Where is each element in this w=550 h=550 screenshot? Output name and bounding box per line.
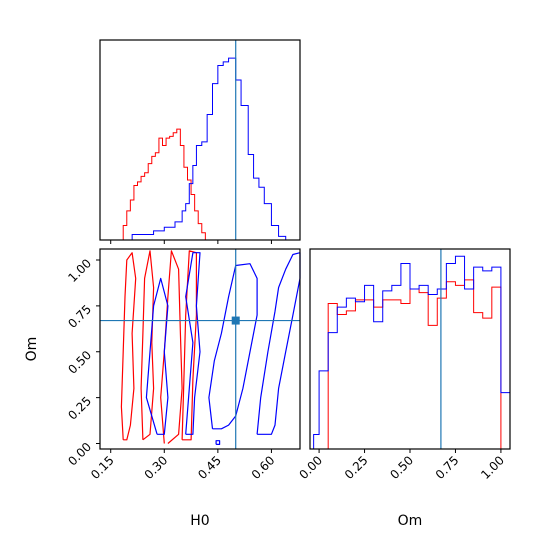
truth-point-marker bbox=[231, 316, 240, 325]
y-axis-label-om: Om bbox=[24, 337, 40, 362]
om-histogram-step-1 bbox=[313, 255, 511, 449]
contour-0-1 bbox=[140, 250, 155, 441]
contour-1-3 bbox=[256, 252, 301, 435]
h0-histogram-series bbox=[122, 57, 293, 241]
h0-x-ticks: 0.15 0.30 0.45 0.60 bbox=[88, 449, 278, 482]
om-x-tick-label: 0.50 bbox=[387, 453, 416, 482]
om-h0-contour-panel: 0.15 0.30 0.45 0.60 0.00 0.25 0.50 0.75 1.00 H0… bbox=[24, 248, 301, 529]
h0-x-tick-label: 0.60 bbox=[249, 453, 278, 482]
om-y-tick-label: 0.50 bbox=[65, 348, 94, 377]
om-histogram-series bbox=[313, 255, 511, 450]
h0-histogram-ticks bbox=[110, 240, 272, 244]
h0-histogram-step-1 bbox=[131, 57, 293, 241]
om-x-ticks: 0.00 0.25 0.50 0.75 1.00 bbox=[296, 449, 507, 482]
om-x-tick-label: 0.75 bbox=[433, 453, 462, 482]
h0-histogram-panel bbox=[99, 39, 301, 244]
om-histogram-panel: 0.00 0.25 0.50 0.75 1.00 Om bbox=[296, 248, 511, 529]
h0-histogram-frame bbox=[99, 39, 301, 241]
contour-1-1 bbox=[185, 252, 201, 435]
contour-frame bbox=[99, 248, 301, 450]
om-x-tick-label: 0.00 bbox=[296, 453, 325, 482]
contour-0-0 bbox=[120, 252, 137, 441]
contour-1-0 bbox=[145, 277, 169, 435]
x-axis-label-h0: H0 bbox=[190, 513, 209, 529]
h0-histogram-step-0 bbox=[122, 128, 206, 240]
om-x-tick-label: 0.25 bbox=[342, 453, 371, 482]
x-axis-label-om: Om bbox=[398, 513, 423, 529]
contour-1-2 bbox=[208, 263, 258, 430]
h0-x-tick-label: 0.15 bbox=[88, 453, 117, 482]
om-y-ticks: 0.00 0.25 0.50 0.75 1.00 bbox=[65, 256, 100, 469]
om-y-tick-label: 0.00 bbox=[65, 440, 94, 469]
om-y-tick-label: 1.00 bbox=[65, 256, 94, 285]
om-x-tick-label: 1.00 bbox=[478, 453, 507, 482]
contour-0-2 bbox=[160, 250, 183, 444]
h0-x-tick-label: 0.45 bbox=[195, 453, 224, 482]
om-y-tick-label: 0.25 bbox=[65, 394, 94, 423]
om-y-tick-label: 0.75 bbox=[65, 302, 94, 331]
h0-x-tick-label: 0.30 bbox=[142, 453, 171, 482]
contour-1-4 bbox=[215, 440, 221, 445]
om-h0-contour-series bbox=[120, 250, 301, 445]
